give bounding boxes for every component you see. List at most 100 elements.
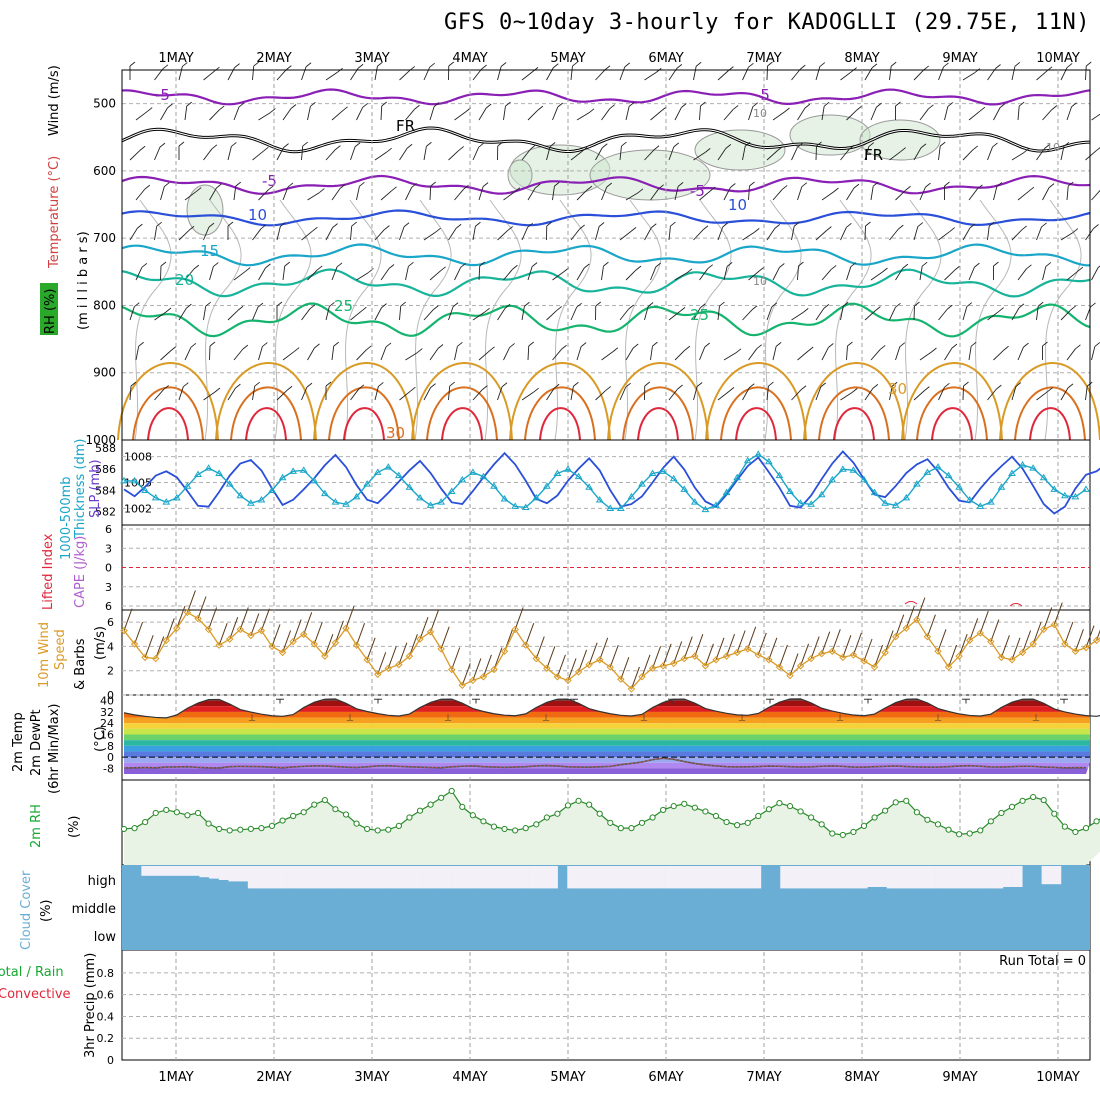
wind-barb [626, 106, 629, 120]
wind-barb-flag [408, 262, 413, 266]
wind-barb-flag [820, 63, 825, 67]
wind-barb-flag [1042, 223, 1047, 227]
temp-contour-30 [412, 363, 512, 440]
temp-band [122, 706, 1090, 712]
wind-barb-flag [824, 102, 829, 106]
rh-point [1041, 797, 1046, 802]
rh-point [217, 826, 222, 831]
wind-barb-flag [636, 266, 641, 270]
wind-barb [204, 306, 206, 320]
wind-barb [204, 149, 212, 160]
wind-barb [988, 147, 993, 160]
rh-point [544, 815, 549, 820]
wind-barb [792, 69, 801, 80]
rh-point [830, 831, 835, 836]
wind-barb-flag [134, 303, 139, 307]
wind-barb-flag [891, 62, 896, 66]
wind-barb-flag [384, 226, 389, 230]
rh-point [682, 801, 687, 806]
thickness-tick: 588 [95, 442, 116, 455]
cloud-high-gap [258, 866, 268, 888]
cloud-high-gap [722, 866, 732, 888]
wind-barb-10m [853, 633, 861, 655]
wind-barb-flag [808, 347, 813, 351]
wind-barb-flag [243, 345, 248, 349]
cloud-high-gap [393, 866, 403, 888]
day-label-top: 1MAY [158, 51, 193, 66]
ylabel-rh-units: (%) [67, 816, 82, 839]
wind-barb-flag [430, 63, 435, 67]
wind-barb-10m [737, 631, 745, 653]
wind-barb [302, 309, 310, 320]
wind-barb-flag [918, 223, 923, 227]
wind-barb [822, 192, 833, 200]
wind-barb [798, 351, 809, 360]
cloud-high-gap [190, 866, 200, 876]
rh-point [999, 810, 1004, 815]
wind-barb [357, 350, 367, 360]
cloud-high-gap [529, 866, 539, 888]
rh-point [851, 829, 856, 834]
wind-barb [847, 346, 848, 360]
wind-barb-flag [307, 383, 312, 387]
panel-frame-wind [122, 610, 1090, 695]
wind-barb [871, 272, 882, 280]
rh-point [291, 813, 296, 818]
wind-barb-flag [1029, 187, 1034, 191]
wind-barb-flag [456, 224, 461, 228]
wind-barb-10m [367, 638, 375, 660]
wind-barb [890, 66, 892, 80]
wind-barb [1012, 66, 1015, 80]
temp-contour-30 [510, 363, 610, 440]
wind-barb [553, 349, 562, 360]
wind-barb [1012, 153, 1024, 160]
wind-barb-flag [436, 228, 441, 232]
rh-point [703, 809, 708, 814]
wind-barb [406, 187, 412, 200]
rh-point [618, 826, 623, 831]
wind-barb-flag [928, 105, 933, 109]
wind-barb [963, 150, 973, 160]
contour-label: -5 [690, 182, 705, 200]
cloud-high-gap [345, 866, 355, 888]
wind-barb [798, 266, 799, 280]
temp-contour-30 [902, 363, 1002, 440]
wind-barb [939, 67, 944, 80]
wind-barb-flag [631, 227, 636, 231]
panel-frame-precip [122, 950, 1090, 1060]
wind-barb [743, 310, 753, 320]
wind-barb-flag [768, 382, 773, 386]
wind-barb-10m [779, 645, 787, 667]
wind-tick: 6 [107, 616, 114, 629]
wind-barb [504, 347, 510, 360]
temp-contour-40 [540, 408, 580, 440]
wind-barb [424, 67, 430, 80]
cloud-high-gap [316, 866, 326, 888]
ylabel-wind-units: (m/s) [93, 626, 108, 660]
wind-barb [841, 392, 853, 400]
wind-barb [896, 268, 903, 280]
rh-point [301, 810, 306, 815]
wind-barb [792, 312, 804, 320]
rh-point [174, 810, 179, 815]
wind-barb-flag [996, 385, 1001, 389]
wind-barb-flag [284, 144, 289, 148]
wind-barb-flag [166, 308, 171, 312]
wind-barb [424, 232, 436, 240]
rh-point [523, 826, 528, 831]
wind-barb [259, 268, 266, 280]
cloud-high-gap [984, 866, 994, 888]
wind-barb [700, 106, 701, 120]
wind-barb-flag [952, 344, 957, 348]
rh-point [164, 807, 169, 812]
wind-barb-flag [994, 262, 999, 266]
wind-barb-flag [599, 222, 604, 226]
cloud-high-gap [567, 866, 577, 888]
wind-barb [602, 266, 604, 280]
rh-contour [485, 200, 521, 440]
wind-barb-flag [670, 222, 675, 226]
wind-barb [969, 111, 980, 120]
wind-barb [1086, 386, 1088, 400]
contour-label: -5 [755, 86, 770, 104]
rh-contour [415, 200, 451, 440]
